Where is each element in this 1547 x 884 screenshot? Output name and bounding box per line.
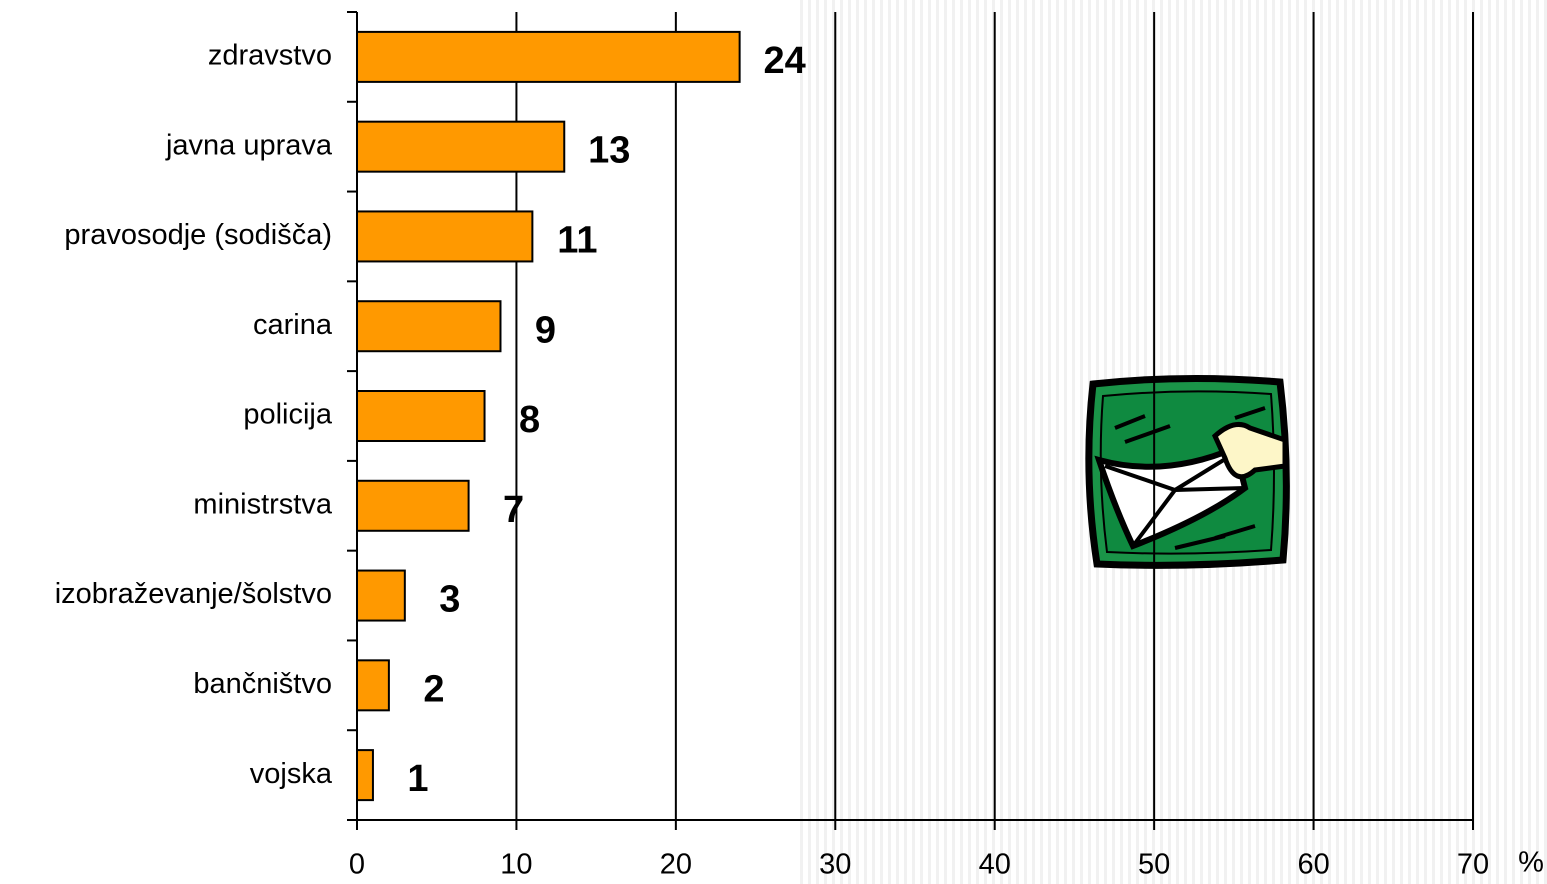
bar [357,571,405,621]
category-label: vojska [250,758,333,790]
x-tick-label: 10 [500,849,532,881]
bar [357,32,740,82]
bar [357,481,469,531]
value-label: 1 [407,758,428,800]
category-label: policija [243,399,333,431]
x-tick-label: 60 [1297,849,1329,881]
x-tick-label: 70 [1457,849,1489,881]
x-tick-label: 20 [660,849,692,881]
value-label: 9 [535,309,556,351]
bar [357,122,564,172]
category-label: ministrstva [193,488,332,520]
envelope-clipart [1089,378,1287,565]
value-label: 3 [439,579,460,621]
category-label: zdravstvo [208,40,332,72]
category-label: javna uprava [165,129,333,161]
x-tick-label: 40 [979,849,1011,881]
value-label: 2 [423,668,444,710]
value-label: 8 [519,399,540,441]
bar [357,660,389,710]
page: {"chart_data": {"type": "bar", "orientat… [0,0,1547,884]
bar [357,750,373,800]
x-axis-label: % [1518,847,1544,879]
value-label: 24 [763,40,805,82]
x-tick-label: 0 [349,849,365,881]
category-label: izobraževanje/šolstvo [55,578,332,610]
category-label: carina [253,309,333,341]
category-label: bančništvo [193,668,332,700]
bar [357,211,532,261]
chart: 0 10 20 30 40 50 60 70% zdravstvo 24 javna uprava 1… [0,0,1547,884]
bar [357,391,485,441]
x-tick-label: 30 [819,849,851,881]
category-label: pravosodje (sodišča) [64,219,332,251]
x-tick-label: 50 [1138,849,1170,881]
value-label: 7 [503,489,524,531]
value-label: 11 [557,219,597,261]
value-label: 13 [588,130,630,172]
bar [357,301,500,351]
